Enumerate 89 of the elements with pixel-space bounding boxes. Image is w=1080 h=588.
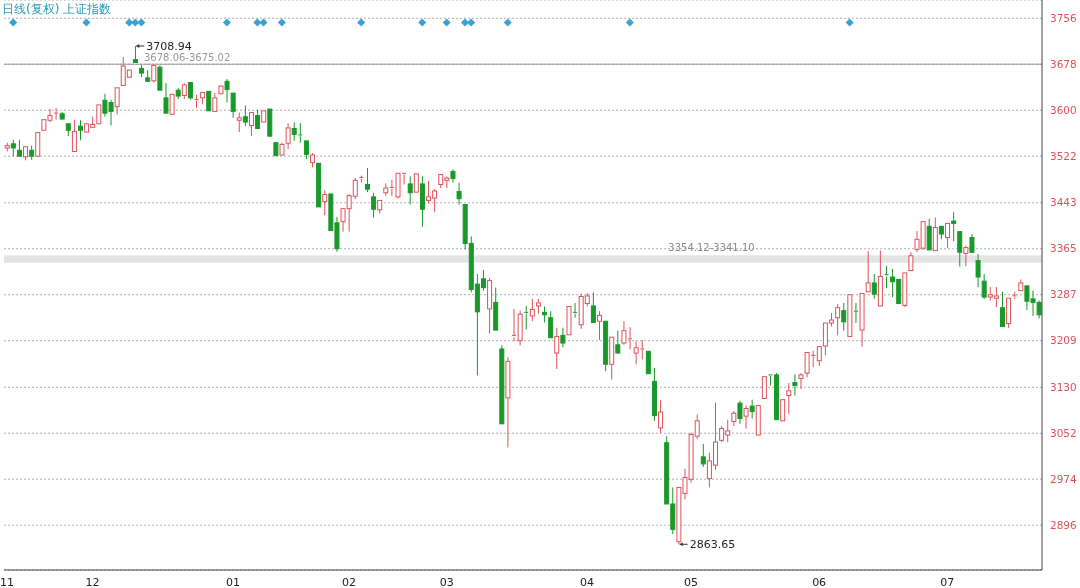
candlestick [114,87,120,115]
candlestick [590,291,596,323]
x-tick-label: 06 [812,575,827,588]
candlestick [615,330,621,354]
candlestick [651,367,657,422]
candlestick [279,142,285,156]
x-tick-label: 04 [580,575,595,588]
candlestick [780,399,786,422]
candlestick [230,92,236,119]
candlestick [35,132,41,157]
candlestick [645,350,651,375]
candlestick [999,291,1005,328]
y-tick-label: 3600 [1050,103,1077,116]
candlestick [163,82,169,114]
candlestick [877,250,883,307]
x-tick-label: 01 [225,575,240,588]
candlestick [963,245,969,267]
candlestick [285,122,291,150]
candlestick [16,139,22,157]
candlestick [761,376,767,399]
y-tick-label: 3678 [1050,57,1077,70]
chart-title: 日线(复权) [2,2,60,16]
y-tick-label: 3209 [1050,334,1077,347]
annotation: 3708.94 [146,40,192,54]
annotation: 2863.65 [689,538,736,552]
candlestick [206,90,212,112]
y-tick-label: 3130 [1050,381,1077,393]
x-tick-label: 03 [439,575,454,588]
band-label: 3354.12-3341.10 [668,242,755,254]
y-tick-label: 3365 [1050,242,1077,255]
chart-subtitle: 上证指数 [63,2,112,16]
candlestick [767,374,773,386]
candlestick [200,92,206,105]
candlestick [261,110,267,123]
candlestick [450,168,456,184]
candlestick [975,253,981,288]
candlestick [865,250,871,293]
candlestick [218,85,224,95]
ref-line-label: 3678.06-3675.02 [144,52,231,64]
candlestick [523,305,529,330]
candlestick [71,119,77,152]
candlestick [572,302,578,319]
candlestick [273,142,279,157]
y-tick-label: 2974 [1050,472,1078,485]
x-tick-label: 07 [940,575,955,588]
x-tick-label: 11 [0,575,15,588]
candlestick [248,112,254,137]
candlestick [798,372,804,390]
candlestick [322,189,328,216]
candlestick [413,173,419,193]
y-tick-label: 3756 [1050,12,1078,24]
candlestick [560,327,566,348]
x-tick-label: 02 [341,575,356,588]
candlestick [755,405,761,436]
candlestick [957,231,963,267]
candlestick [847,294,853,338]
candlestick [859,293,865,348]
candlestick [853,302,859,324]
y-tick-label: 3287 [1050,288,1077,301]
candlestick [53,107,59,121]
candlestick [316,162,322,208]
candlestick [505,356,511,448]
candlestick [945,222,951,249]
candlestick [597,310,602,341]
candlestick [908,251,914,272]
y-tick-label: 3522 [1050,149,1077,162]
candlestick [609,336,615,381]
candlestick [169,93,175,115]
candlestick [743,405,749,430]
candlestick [792,373,798,397]
candlestick [157,64,163,91]
x-tick-label: 12 [85,575,100,588]
y-tick-label: 2896 [1050,518,1078,531]
candlestick [566,306,572,336]
candlestick [737,400,743,425]
candlestick [1006,297,1012,329]
candlestick [493,287,499,331]
candlestick [96,104,102,125]
candlestick [456,182,462,206]
candlestick [151,64,157,84]
candlestick [187,82,193,101]
candlestick [969,233,975,253]
x-tick-label: 05 [683,575,698,588]
candlestick [548,310,554,339]
candlestick [267,108,273,137]
y-tick-label: 3052 [1050,426,1077,439]
y-tick-label: 3443 [1050,196,1077,209]
candlestick [932,217,938,252]
candlestick [224,78,230,104]
